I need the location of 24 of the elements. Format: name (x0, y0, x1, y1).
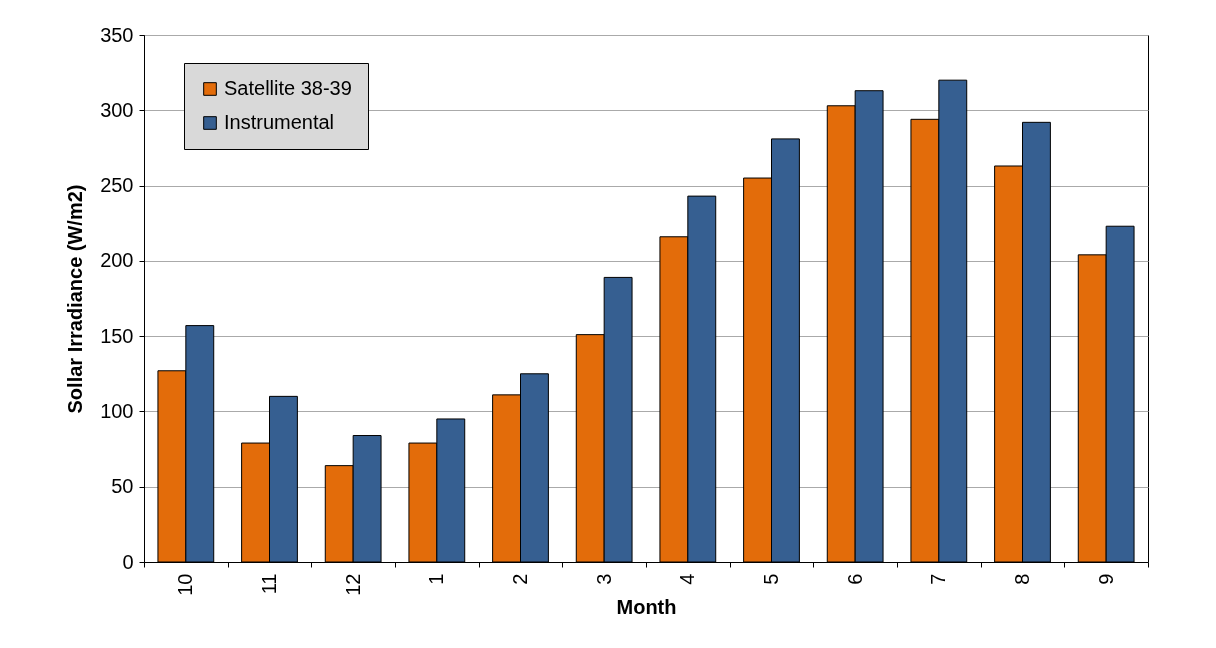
x-tick-label: 2 (509, 573, 531, 585)
x-tick-label: 7 (927, 573, 950, 585)
legend-label: Instrumental (224, 111, 335, 133)
x-tick-label: 3 (592, 573, 615, 585)
y-tick-label: 200 (100, 249, 134, 272)
y-tick-label: 300 (100, 98, 134, 121)
x-tick-label: 1 (425, 573, 448, 585)
legend-label: Satellite 38-39 (224, 77, 352, 99)
x-tick-label: 11 (258, 573, 280, 595)
y-tick-label: 150 (100, 324, 134, 347)
x-tick-label: 12 (341, 573, 364, 596)
y-tick-label: 350 (100, 23, 134, 46)
x-axis-title: Month (616, 595, 677, 618)
x-tick-label: 10 (174, 573, 197, 596)
x-tick-label: 4 (676, 573, 699, 585)
x-tick-label: 6 (843, 573, 866, 585)
x-tick-label: 8 (1011, 573, 1033, 585)
y-tick-label: 100 (100, 399, 134, 422)
x-tick-label: 9 (1094, 573, 1117, 585)
y-tick-label: 0 (122, 550, 134, 573)
y-tick-label: 250 (100, 174, 134, 197)
y-axis-title: Sollar Irradiance (W/m2) (64, 184, 87, 414)
x-tick-label: 5 (760, 573, 782, 585)
y-tick-label: 50 (111, 475, 134, 498)
